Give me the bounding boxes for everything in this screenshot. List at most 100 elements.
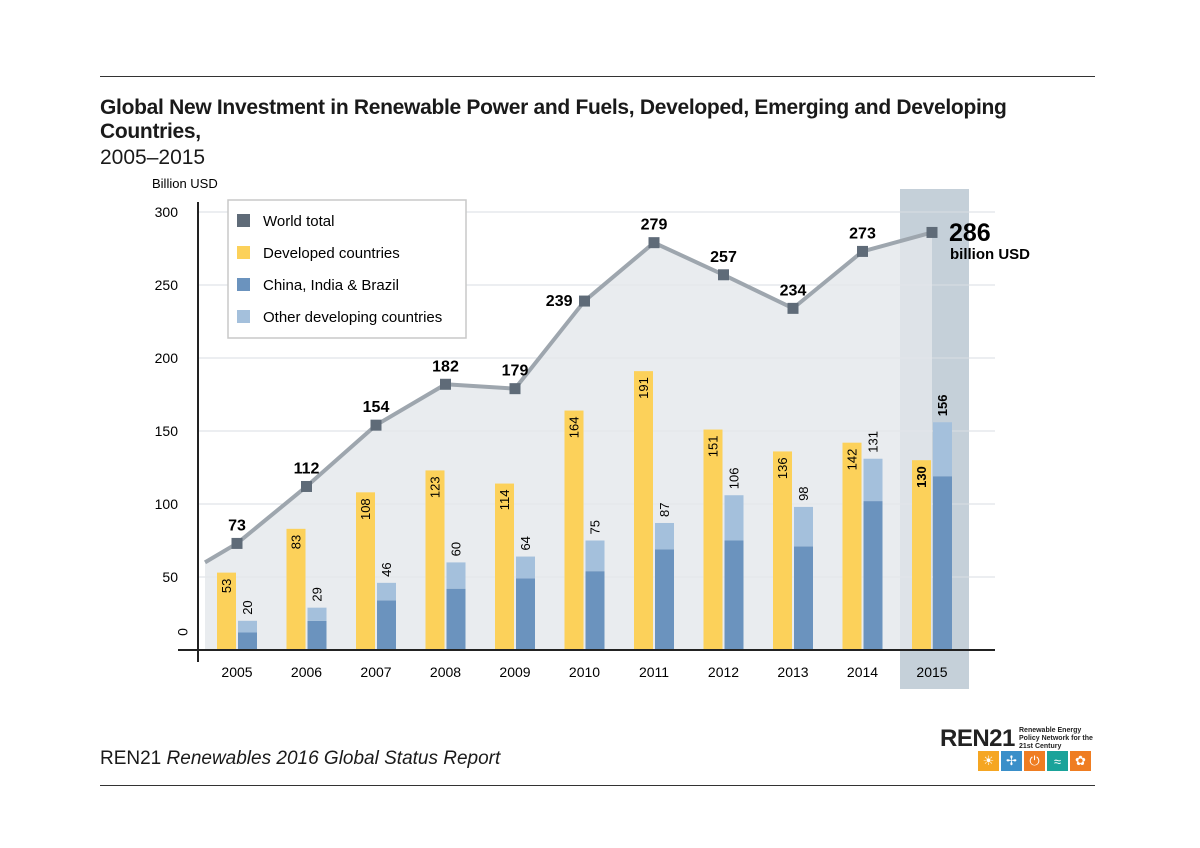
x-tick-2011: 2011 xyxy=(639,664,669,680)
x-tick-labels: 2005 2006 2007 2008 2009 2010 2011 2012 2013 2014… xyxy=(221,664,947,680)
bar-other-2008 xyxy=(446,562,466,589)
label-developing-total-2007: 46 xyxy=(379,562,394,576)
label-developing-total-2011: 87 xyxy=(657,503,672,517)
bar-cib-2010 xyxy=(585,571,605,650)
logo-wordmark: REN21 xyxy=(940,725,1015,752)
bar-developed-2010 xyxy=(564,410,584,650)
legend-developed-swatch xyxy=(237,246,250,259)
bar-cib-2012 xyxy=(724,540,744,650)
x-tick-2015: 2015 xyxy=(916,664,947,680)
label-developed-2010: 164 xyxy=(567,417,582,439)
marker-world-2011 xyxy=(648,237,660,249)
label-world-2007: 154 xyxy=(363,399,390,416)
y-tick-150: 150 xyxy=(155,423,179,439)
y-baseline-label: 0 xyxy=(175,628,191,636)
y-axis-label: Billion USD xyxy=(152,176,218,191)
bar-other-2015 xyxy=(933,422,952,477)
marker-world-2010 xyxy=(579,295,590,307)
bar-other-2013 xyxy=(794,506,813,547)
chart-subtitle: 2005–2015 xyxy=(100,146,206,169)
x-tick-2007: 2007 xyxy=(360,664,391,680)
top-rule xyxy=(100,76,1095,77)
label-world-2006: 112 xyxy=(294,460,320,477)
ren21-logo: REN21 Renewable Energy Policy Network fo… xyxy=(940,725,1100,775)
bar-cib-2006 xyxy=(307,620,327,650)
label-developing-total-2010: 75 xyxy=(588,520,603,534)
bar-other-2005 xyxy=(238,620,257,633)
bar-cib-2008 xyxy=(446,588,466,650)
label-world-2010: 239 xyxy=(546,293,573,310)
label-developed-2011: 191 xyxy=(636,377,651,399)
bar-developed-2014 xyxy=(842,442,862,650)
label-developed-2009: 114 xyxy=(497,490,512,511)
label-developed-2005: 53 xyxy=(219,579,234,593)
highlight-value: 286 xyxy=(949,219,991,247)
marker-world-2012 xyxy=(718,269,729,281)
marker-world-2006 xyxy=(301,480,312,492)
bar-cib-2013 xyxy=(794,546,813,650)
legend-world-label: World total xyxy=(263,213,334,230)
label-world-2012: 257 xyxy=(710,249,737,266)
world-total-line xyxy=(203,230,933,565)
power-icon: ⏻ xyxy=(1024,751,1045,771)
y-tick-200: 200 xyxy=(155,350,179,366)
bar-developed-2015 xyxy=(912,460,931,650)
y-tick-50: 50 xyxy=(162,569,178,585)
marker-world-2013 xyxy=(787,302,799,314)
label-developed-2012: 151 xyxy=(706,436,721,458)
bar-other-2014 xyxy=(863,458,883,502)
legend: World total Developed countries China, I… xyxy=(227,199,467,339)
bar-developed-2006 xyxy=(286,528,306,650)
marker-world-2008 xyxy=(440,378,451,390)
label-developed-2008: 123 xyxy=(428,476,443,498)
label-developing-total-2008: 60 xyxy=(449,542,464,556)
world-total-markers xyxy=(231,226,938,549)
sun-icon: ☀ xyxy=(978,751,999,771)
bar-developed-2011 xyxy=(634,371,653,650)
marker-world-2015 xyxy=(926,226,938,238)
label-developing-total-2015: 156 xyxy=(935,395,950,417)
label-developing-total-2012: 106 xyxy=(727,468,742,490)
label-developing-total-2006: 29 xyxy=(310,587,325,601)
bar-other-2006 xyxy=(307,607,327,621)
wind-icon: ✢ xyxy=(1001,751,1022,771)
label-world-2013: 234 xyxy=(780,282,807,299)
bar-other-2010 xyxy=(585,540,605,572)
bar-cib-2011 xyxy=(655,549,674,650)
y-tick-300: 300 xyxy=(155,204,179,220)
marker-world-2009 xyxy=(509,383,521,395)
footer-org: REN21 xyxy=(100,748,162,769)
bar-developed-2012 xyxy=(703,429,723,650)
bar-developed-2008 xyxy=(425,470,445,650)
leaf-icon: ✿ xyxy=(1070,751,1091,771)
bar-developed-2007 xyxy=(356,492,375,650)
legend-cib-label: China, India & Brazil xyxy=(263,277,399,294)
footer-publication: Renewables 2016 Global Status Report xyxy=(166,748,501,769)
water-icon: ≈ xyxy=(1047,751,1068,771)
x-tick-2006: 2006 xyxy=(291,664,322,680)
bar-other-2009 xyxy=(516,556,535,579)
x-tick-2008: 2008 xyxy=(430,664,461,680)
label-developed-2013: 136 xyxy=(775,457,790,479)
legend-world-swatch xyxy=(237,214,250,227)
label-world-2009: 179 xyxy=(502,363,529,380)
marker-world-2007 xyxy=(370,419,382,431)
bar-cib-2014 xyxy=(863,501,883,650)
highlight-unit: billion USD xyxy=(950,246,1030,263)
footer-source: REN21 Renewables 2016 Global Status Repo… xyxy=(100,748,500,770)
chart-title-block: Global New Investment in Renewable Power… xyxy=(100,96,1100,170)
logo-icons: ☀ ✢ ⏻ ≈ ✿ xyxy=(978,751,1091,771)
legend-developed-label: Developed countries xyxy=(263,245,400,262)
bar-other-2011 xyxy=(655,522,674,550)
label-developed-2015: 130 xyxy=(914,466,929,488)
legend-other-swatch xyxy=(237,310,250,323)
bars xyxy=(217,371,952,650)
legend-cib-swatch xyxy=(237,278,250,291)
label-world-2008: 182 xyxy=(432,358,459,375)
bar-other-2012 xyxy=(724,495,744,541)
label-developing-total-2009: 64 xyxy=(518,536,533,550)
x-tick-2010: 2010 xyxy=(569,664,600,680)
bar-cib-2009 xyxy=(516,578,535,650)
logo-tagline: Renewable Energy Policy Network for the … xyxy=(1019,727,1093,750)
bottom-rule xyxy=(100,785,1095,786)
